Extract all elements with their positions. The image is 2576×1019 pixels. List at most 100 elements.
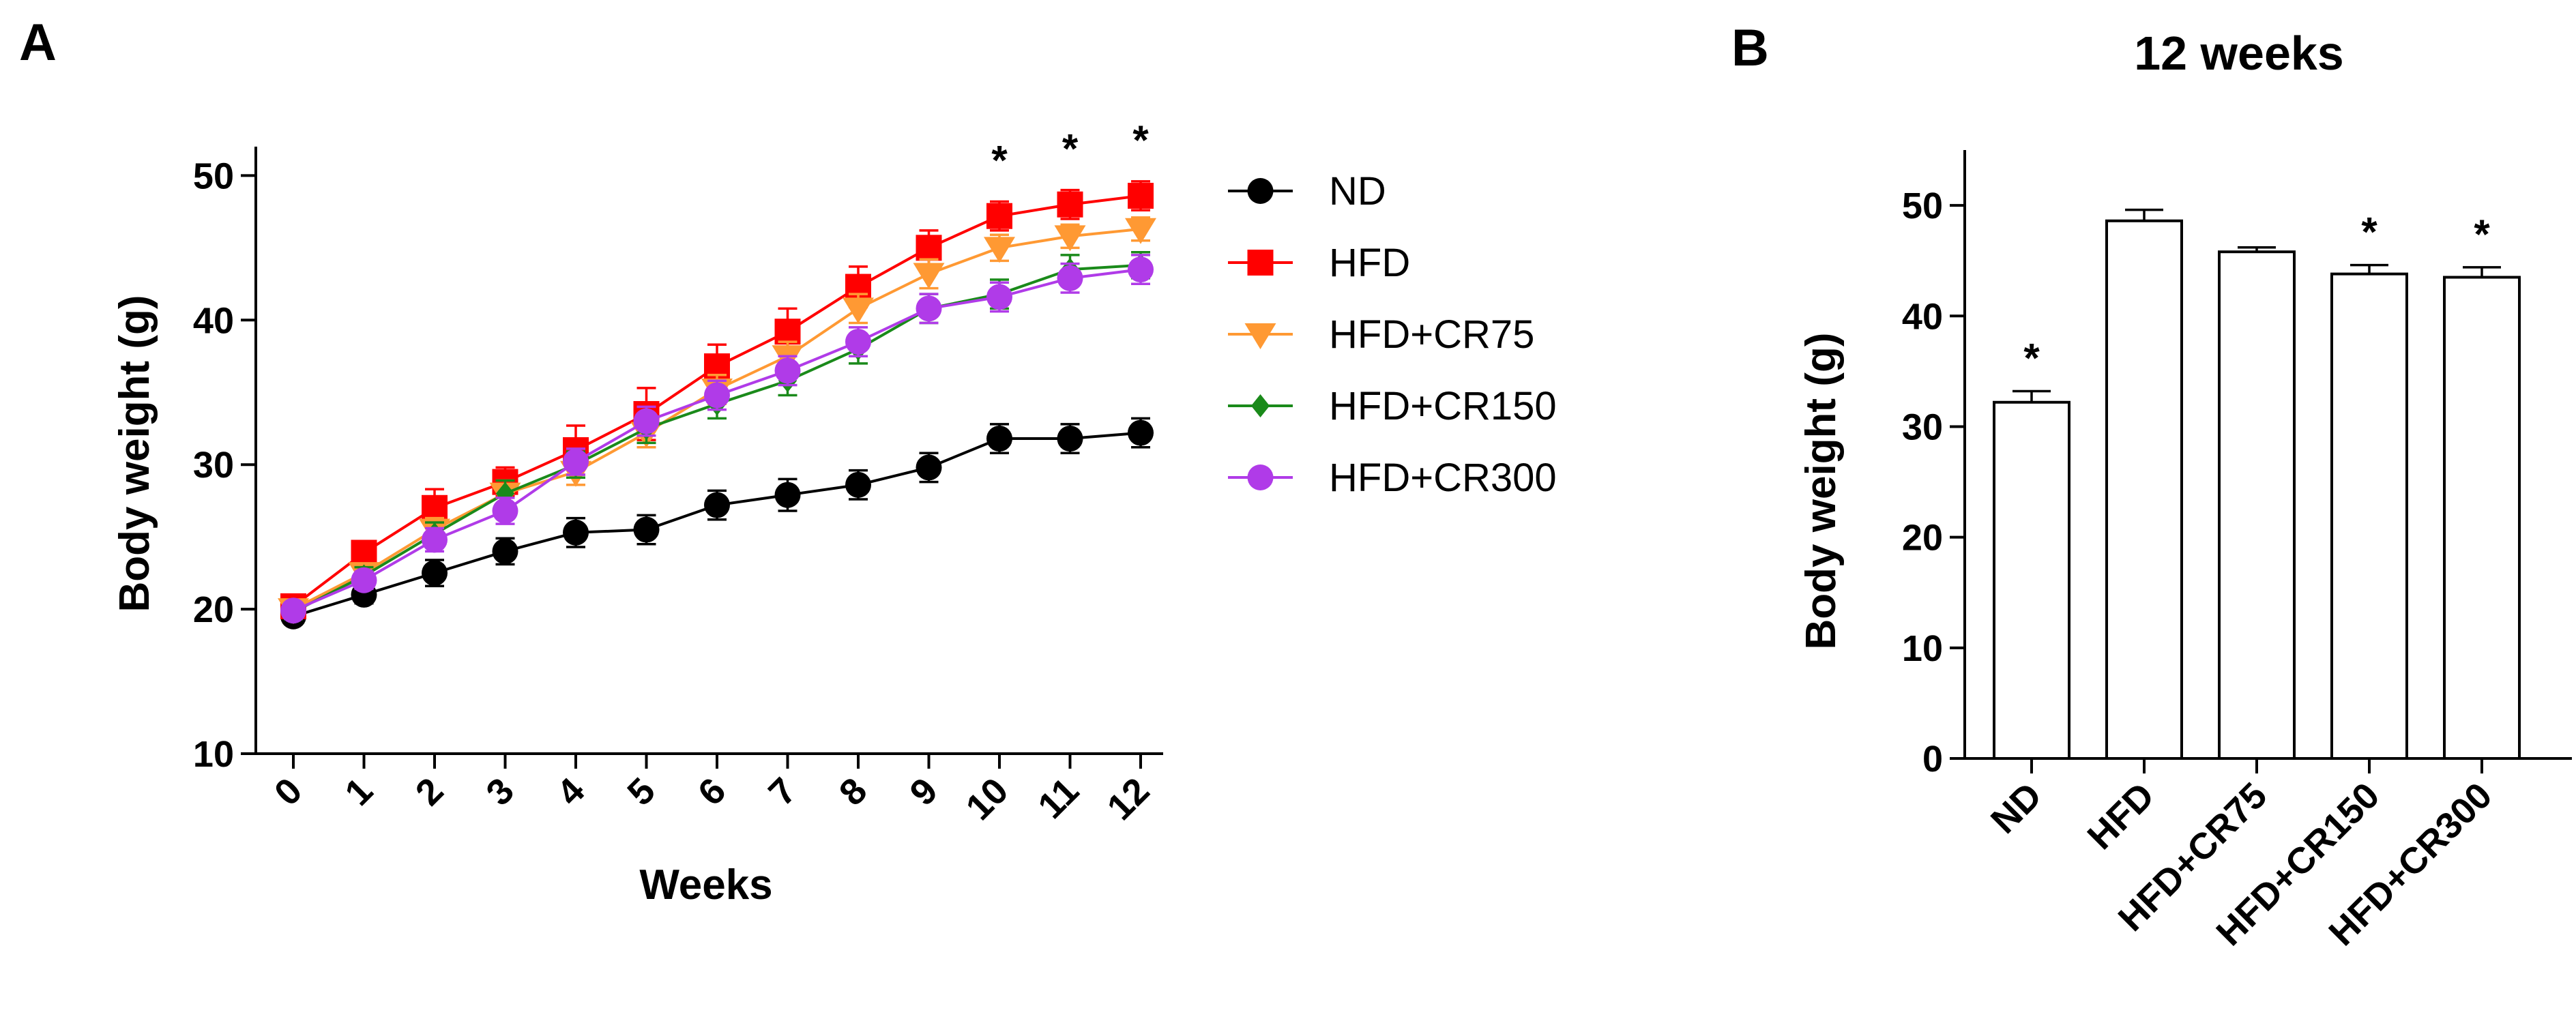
bar bbox=[2218, 250, 2296, 760]
significance-star: * bbox=[991, 138, 1008, 183]
data-point bbox=[774, 319, 801, 345]
y-tick-label: 30 bbox=[1902, 407, 1943, 447]
legend-item: ND bbox=[1228, 169, 1386, 213]
bar bbox=[1993, 400, 2070, 760]
y-tick-label: 50 bbox=[1902, 186, 1943, 226]
data-point bbox=[774, 482, 801, 508]
significance-star: * bbox=[1062, 126, 1079, 172]
y-tick-label: 10 bbox=[1902, 628, 1943, 669]
y-tick-label: 40 bbox=[1902, 296, 1943, 337]
legend-item: HFD+CR150 bbox=[1228, 384, 1557, 428]
x-tick-label: 0 bbox=[267, 770, 310, 814]
data-point bbox=[704, 382, 730, 409]
series-line bbox=[293, 268, 1141, 612]
data-point bbox=[1057, 265, 1083, 291]
data-point bbox=[916, 235, 942, 261]
bar bbox=[2105, 219, 2183, 760]
data-point bbox=[1054, 225, 1086, 252]
data-point bbox=[1128, 256, 1154, 283]
x-tick-label: 4 bbox=[549, 770, 593, 814]
data-point bbox=[633, 516, 660, 543]
legend-label: HFD+CR75 bbox=[1329, 312, 1534, 357]
data-point bbox=[422, 494, 448, 521]
bar-chart-y-axis-title: Body weight (g) bbox=[1798, 333, 1845, 650]
significance-star: * bbox=[1132, 117, 1149, 163]
line-chart-annotations: * * * bbox=[991, 117, 1149, 183]
x-tick-label: 3 bbox=[478, 770, 522, 814]
data-point bbox=[845, 329, 871, 355]
series-HFD+CR300 bbox=[280, 254, 1154, 624]
y-tick-label: 50 bbox=[193, 156, 234, 196]
line-chart-series bbox=[278, 180, 1156, 630]
data-point bbox=[563, 519, 589, 546]
line-chart-y-axis-title: Body weight (g) bbox=[111, 295, 158, 612]
data-point bbox=[1128, 419, 1154, 446]
legend: ND HFD HFD+CR75 HFD+CR150 HFD+CR300 bbox=[1228, 169, 1557, 500]
data-point bbox=[986, 203, 1012, 229]
x-tick-label: 11 bbox=[1030, 770, 1087, 827]
y-tick-label: 20 bbox=[1902, 518, 1943, 559]
panel-label-a: A bbox=[19, 14, 57, 72]
data-point bbox=[351, 540, 377, 566]
x-tick-label: 8 bbox=[832, 770, 875, 814]
data-point bbox=[1128, 183, 1154, 209]
data-point bbox=[916, 295, 942, 322]
y-tick-label: 20 bbox=[193, 589, 234, 630]
x-tick-label: 5 bbox=[619, 770, 663, 814]
significance-star: * bbox=[2023, 336, 2040, 381]
series-HFD+CR75 bbox=[278, 216, 1156, 625]
bar-group: ND * bbox=[1983, 336, 2070, 842]
x-tick-label: 10 bbox=[958, 770, 1016, 828]
significance-star: * bbox=[2474, 211, 2490, 257]
legend-item: HFD+CR300 bbox=[1228, 456, 1557, 500]
legend-item: HFD+CR75 bbox=[1228, 312, 1534, 357]
line-chart-x-axis-title: Weeks bbox=[639, 861, 772, 909]
category-label: ND bbox=[1983, 775, 2050, 842]
legend-label: HFD bbox=[1329, 241, 1410, 285]
x-tick-label: 9 bbox=[902, 770, 946, 814]
legend-marker bbox=[1247, 178, 1274, 204]
x-tick-label: 2 bbox=[408, 770, 452, 814]
data-point bbox=[704, 492, 730, 518]
data-point bbox=[492, 538, 518, 565]
data-point bbox=[845, 471, 871, 498]
data-point bbox=[1057, 426, 1083, 452]
legend-marker bbox=[1250, 394, 1270, 417]
data-point bbox=[633, 408, 660, 434]
data-point bbox=[986, 426, 1012, 452]
significance-star: * bbox=[2361, 209, 2377, 255]
x-tick-label: 1 bbox=[337, 770, 381, 814]
x-tick-label: 12 bbox=[1100, 770, 1158, 828]
y-tick-label: 10 bbox=[193, 734, 234, 775]
x-tick-label: 6 bbox=[690, 770, 734, 814]
data-point bbox=[351, 567, 377, 593]
bar bbox=[2443, 276, 2521, 760]
category-label: HFD bbox=[2080, 775, 2163, 857]
x-tick-label: 7 bbox=[761, 770, 804, 814]
data-point bbox=[492, 498, 518, 524]
bar-chart-title: 12 weeks bbox=[2134, 27, 2343, 80]
legend-label: ND bbox=[1329, 169, 1386, 213]
data-point bbox=[1125, 218, 1156, 244]
panel-label-b: B bbox=[1731, 19, 1769, 77]
legend-item: HFD bbox=[1228, 241, 1410, 285]
data-point bbox=[986, 284, 1012, 310]
legend-label: HFD+CR300 bbox=[1329, 456, 1557, 500]
data-point bbox=[422, 560, 448, 587]
data-point bbox=[916, 454, 942, 481]
data-point bbox=[563, 448, 589, 475]
series-line bbox=[293, 431, 1141, 618]
legend-label: HFD+CR150 bbox=[1329, 384, 1557, 428]
bar-group: HFD bbox=[2080, 208, 2183, 857]
data-point bbox=[422, 527, 448, 553]
data-point bbox=[280, 597, 306, 624]
y-tick-label: 30 bbox=[193, 445, 234, 486]
data-point bbox=[984, 237, 1015, 263]
data-point bbox=[843, 297, 874, 324]
legend-marker bbox=[1244, 323, 1276, 349]
legend-marker bbox=[1247, 250, 1274, 276]
